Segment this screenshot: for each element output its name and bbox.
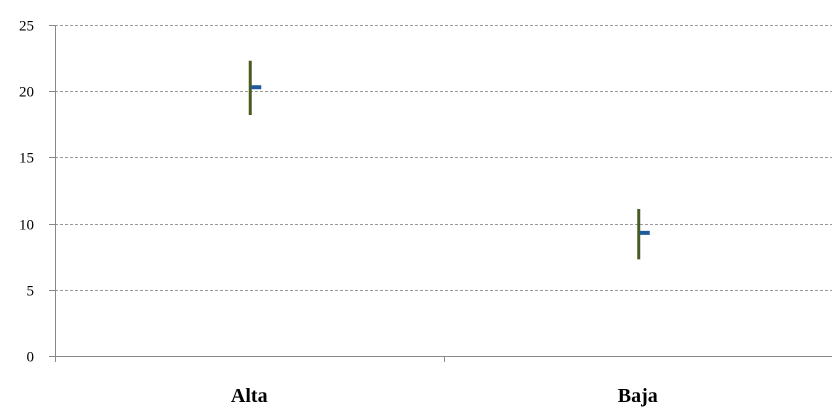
x-axis-category-labels: Alta Baja [231,385,658,407]
y-tick-label: 15 [19,151,34,167]
y-tick-label: 25 [19,19,34,35]
y-axis-tick-labels: 0 5 10 15 20 25 [19,19,34,366]
gridlines [55,25,832,291]
data-marks [248,60,650,260]
x-category-label: Baja [618,385,658,407]
y-tick-label: 0 [27,350,35,366]
y-tick-label: 5 [27,284,35,300]
y-tick-label: 20 [19,85,34,101]
axes [49,25,832,362]
x-category-label: Alta [231,385,268,407]
y-tick-label: 10 [19,218,34,234]
